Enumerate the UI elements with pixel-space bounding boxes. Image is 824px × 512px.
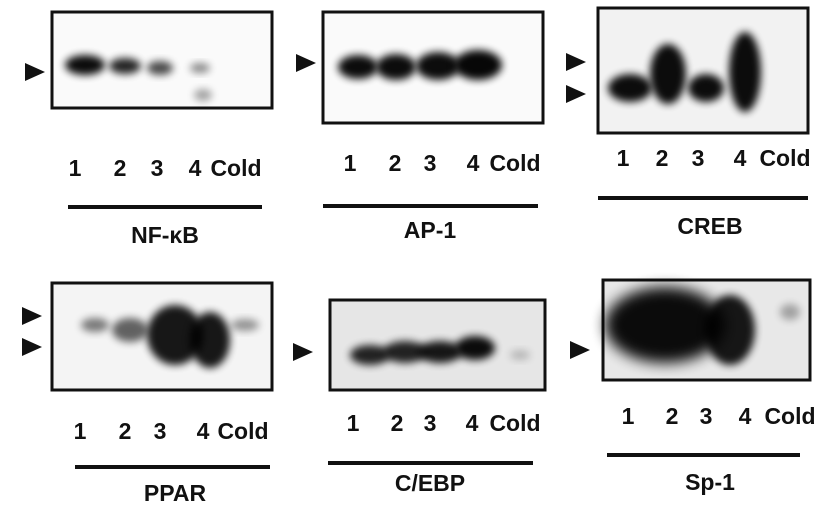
gel-band <box>418 341 462 363</box>
gel-band <box>454 50 502 80</box>
gel-band <box>147 61 173 75</box>
lane-label: 4 <box>734 145 747 171</box>
lane-label: 2 <box>391 410 404 436</box>
lane-label: 4 <box>466 410 479 436</box>
lane-label: 2 <box>656 145 669 171</box>
band-arrow <box>25 63 45 81</box>
lane-label: Cold <box>489 410 540 436</box>
lane-label: 3 <box>424 410 437 436</box>
gel-band <box>231 319 259 331</box>
gel-band <box>650 44 686 104</box>
gel-band <box>109 58 141 74</box>
lane-label: 2 <box>114 155 127 181</box>
gel-band <box>688 74 724 102</box>
gel-band <box>416 52 460 80</box>
lane-label: 1 <box>69 155 82 181</box>
lane-label: 4 <box>197 418 210 444</box>
page: {"panels": [ {"lanes": ["1", "2", "3", "… <box>0 0 824 507</box>
lane-label: 2 <box>119 418 132 444</box>
gel-band <box>190 63 210 73</box>
lane-label: Cold <box>217 418 268 444</box>
gel-panel <box>598 8 808 133</box>
band-arrow <box>22 338 42 356</box>
gel-band <box>112 318 148 342</box>
gel-band <box>510 350 530 360</box>
lane-label: 3 <box>692 145 705 171</box>
band-arrow <box>293 343 313 361</box>
lane-label: 3 <box>700 403 713 429</box>
gel-band <box>338 55 378 79</box>
gel-band <box>729 32 761 112</box>
gel-band <box>190 312 230 368</box>
band-arrow <box>570 341 590 359</box>
panel-name: PPAR <box>144 480 207 506</box>
lane-label: Cold <box>210 155 261 181</box>
lane-label: Cold <box>759 145 810 171</box>
figure: 1234ColdNF-κB1234ColdAP-11234ColdCREB123… <box>0 0 824 507</box>
gel-band <box>65 55 105 75</box>
lane-label: 4 <box>189 155 202 181</box>
lane-label: 1 <box>622 403 635 429</box>
lane-label: 1 <box>347 410 360 436</box>
lane-label: 3 <box>151 155 164 181</box>
band-arrow <box>566 85 586 103</box>
gel-band <box>194 89 212 101</box>
gel-band <box>376 54 416 80</box>
band-arrow <box>22 307 42 325</box>
lane-label: 2 <box>666 403 679 429</box>
band-arrow <box>296 54 316 72</box>
gel-band <box>608 74 652 102</box>
lane-label: Cold <box>764 403 815 429</box>
panel-name: NF-κB <box>131 222 199 248</box>
gel-band <box>705 295 755 365</box>
gel-band <box>81 318 109 332</box>
panel-name: C/EBP <box>395 470 465 496</box>
gel-band <box>780 304 800 320</box>
lane-label: 3 <box>154 418 167 444</box>
panel-name: Sp-1 <box>685 469 735 495</box>
lane-label: 4 <box>739 403 752 429</box>
lane-label: 2 <box>389 150 402 176</box>
lane-label: 1 <box>344 150 357 176</box>
panel-name: CREB <box>677 213 742 239</box>
band-arrow <box>566 53 586 71</box>
panel-name: AP-1 <box>404 217 457 243</box>
lane-label: 3 <box>424 150 437 176</box>
gel-band <box>455 336 495 360</box>
lane-label: 1 <box>74 418 87 444</box>
lane-label: Cold <box>489 150 540 176</box>
lane-label: 1 <box>617 145 630 171</box>
lane-label: 4 <box>467 150 480 176</box>
